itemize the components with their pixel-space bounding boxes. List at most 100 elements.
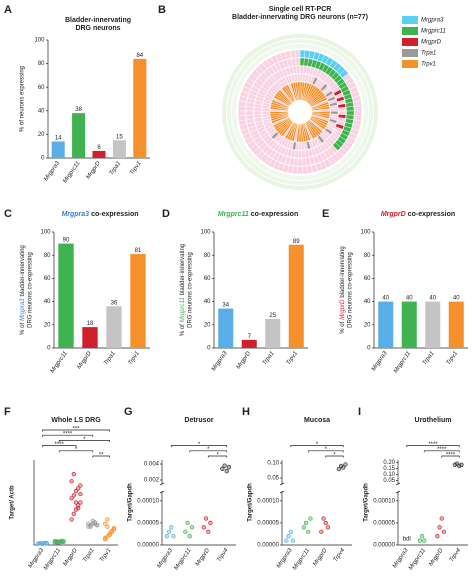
chart-title: Mucosa bbox=[304, 417, 330, 424]
x-tick-label: Trpv1 bbox=[129, 161, 142, 177]
data-point bbox=[341, 465, 346, 470]
chart-title: Urothelium bbox=[415, 417, 452, 424]
legend-swatch bbox=[402, 16, 418, 24]
data-point bbox=[107, 531, 112, 536]
bar bbox=[241, 339, 257, 348]
y-tick-label: 0.00000 bbox=[257, 543, 279, 549]
data-point bbox=[71, 472, 76, 477]
x-tick-label: Trpa1 bbox=[109, 161, 123, 177]
value-label: 25 bbox=[269, 313, 276, 319]
data-point bbox=[169, 525, 174, 530]
x-tick-label: Mrgpra3 bbox=[28, 547, 46, 569]
data-point bbox=[206, 529, 211, 534]
chart-title: Whole LS DRG bbox=[51, 417, 101, 424]
data-point bbox=[201, 525, 207, 530]
heatmap-cell bbox=[301, 157, 307, 167]
value-label: 15 bbox=[116, 134, 123, 140]
data-point bbox=[419, 534, 425, 539]
value-label: 18 bbox=[87, 321, 94, 327]
y-tick-label: 100 bbox=[34, 38, 45, 44]
y-tick-label: 0.00000 bbox=[373, 543, 395, 549]
x-tick-label: Mrgpra3 bbox=[156, 547, 174, 569]
data-point bbox=[76, 486, 81, 491]
heatmap-cell bbox=[297, 150, 303, 159]
data-point bbox=[88, 523, 93, 528]
heatmap-cell bbox=[302, 165, 308, 175]
y-tick-label: 80 bbox=[38, 61, 45, 67]
data-point bbox=[71, 493, 76, 498]
x-tick-label: Trpa1 bbox=[422, 351, 436, 367]
data-point bbox=[73, 500, 79, 505]
significance-bracket bbox=[307, 450, 344, 453]
axis-break bbox=[279, 490, 285, 494]
panel-letter: B bbox=[158, 4, 166, 16]
data-point bbox=[90, 518, 95, 524]
data-point bbox=[71, 511, 76, 516]
data-point bbox=[109, 528, 114, 533]
heatmap-cell bbox=[298, 142, 302, 151]
panel-letter: E bbox=[322, 208, 329, 220]
y-tick-label: 60 bbox=[364, 276, 371, 282]
data-point bbox=[103, 521, 108, 526]
legend-label: Mrgpra3 bbox=[421, 18, 444, 24]
data-point bbox=[73, 507, 79, 512]
x-tick-label: Trpa1 bbox=[103, 351, 117, 367]
data-point bbox=[69, 479, 74, 484]
legend-label: MrgprD bbox=[421, 40, 442, 46]
y-tick-label: 0.00000 bbox=[137, 543, 159, 549]
y-tick-label: 20 bbox=[364, 322, 371, 328]
y-tick-label: 0.05 bbox=[267, 476, 279, 482]
heatmap-cell bbox=[289, 49, 296, 59]
data-point bbox=[73, 489, 79, 494]
panel-letter: D bbox=[162, 208, 170, 220]
y-tick-label: 80 bbox=[44, 253, 51, 259]
data-point bbox=[290, 538, 296, 543]
data-point bbox=[323, 520, 328, 526]
x-tick-label: Trpa1 bbox=[262, 351, 276, 367]
data-point bbox=[189, 525, 195, 530]
heatmap-cell bbox=[296, 65, 301, 74]
y-tick-label: 0.00010 bbox=[137, 498, 159, 504]
y-tick-label: 60 bbox=[38, 85, 45, 91]
data-point bbox=[171, 534, 176, 539]
y-tick-label: 0 bbox=[207, 346, 211, 352]
heatmap-cell bbox=[245, 110, 254, 116]
heatmap-cell bbox=[354, 110, 363, 117]
significance-label: * bbox=[316, 442, 319, 448]
panel-letter: H bbox=[242, 406, 250, 418]
axis-break bbox=[159, 490, 165, 494]
significance-bracket bbox=[290, 445, 344, 448]
x-tick-label: MrgprD bbox=[195, 547, 212, 567]
value-label: 6 bbox=[97, 145, 101, 151]
significance-label: **** bbox=[437, 447, 447, 453]
data-point bbox=[308, 516, 313, 521]
y-tick-label: 0.00010 bbox=[257, 498, 279, 504]
heatmap-cell bbox=[296, 73, 301, 82]
data-point bbox=[226, 465, 232, 470]
y-tick-label: 0.20 bbox=[383, 460, 395, 466]
heatmap-cell bbox=[297, 81, 301, 101]
value-label: 38 bbox=[75, 107, 82, 113]
axis-break bbox=[279, 482, 285, 486]
data-point bbox=[220, 466, 225, 471]
data-point bbox=[185, 520, 190, 526]
data-point bbox=[69, 517, 74, 522]
data-point bbox=[417, 538, 423, 543]
y-tick-label: 0.05 bbox=[383, 478, 395, 484]
y-axis-label: DRG neurons co-expressing bbox=[28, 252, 34, 328]
y-tick-label: 0 bbox=[47, 346, 51, 352]
data-point bbox=[76, 506, 81, 511]
significance-bracket bbox=[441, 455, 460, 458]
significance-label: * bbox=[75, 447, 78, 453]
x-tick-label: Trpv4 bbox=[449, 547, 463, 563]
value-label: 14 bbox=[55, 136, 62, 142]
significance-bracket bbox=[207, 455, 228, 458]
data-point bbox=[52, 539, 57, 544]
significance-bracket bbox=[58, 440, 110, 442]
y-label-text: bladder-innervating bbox=[180, 244, 186, 295]
x-tick-label: Trpv1 bbox=[286, 351, 299, 367]
y-label-text: bladder-innervating bbox=[340, 246, 346, 297]
y-tick-label: 40 bbox=[364, 299, 371, 305]
title-gene: Mrgprc11 bbox=[218, 211, 249, 218]
ring-decoration bbox=[227, 39, 373, 185]
